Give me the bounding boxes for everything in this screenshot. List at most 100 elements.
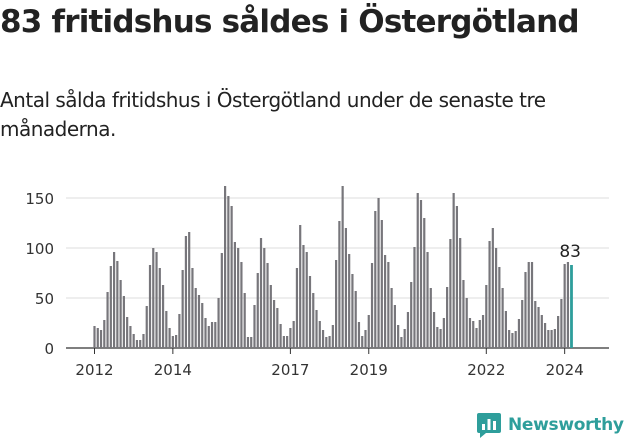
bar (354, 291, 357, 348)
bar (383, 255, 387, 348)
bar (188, 232, 191, 348)
x-axis: 2012 2014 2017 2019 2022 2024 (75, 348, 584, 379)
bar (315, 310, 318, 348)
bar (468, 318, 472, 348)
bar (178, 314, 181, 348)
bar (181, 270, 184, 348)
bar (413, 247, 416, 348)
bar (122, 296, 125, 348)
bar (175, 335, 178, 348)
bar (135, 340, 139, 348)
bar (380, 220, 383, 348)
bar (282, 336, 285, 348)
newsworthy-logo: Newsworthy (476, 409, 624, 441)
bar (335, 260, 338, 348)
bar (93, 326, 96, 348)
bar (370, 263, 374, 348)
bar (246, 337, 250, 348)
bar (139, 340, 142, 348)
bar (220, 253, 223, 348)
bars (93, 186, 573, 348)
bar (374, 211, 377, 348)
bar (96, 328, 99, 348)
bar (459, 238, 462, 348)
bar (295, 268, 299, 348)
bar (436, 327, 439, 348)
bar (325, 337, 328, 348)
bar (485, 285, 488, 348)
bar (243, 293, 246, 348)
bar (530, 262, 534, 348)
bar (455, 206, 459, 348)
bar (201, 303, 204, 348)
bar (498, 267, 501, 348)
bar (446, 287, 449, 348)
bar (504, 311, 507, 348)
bar (145, 306, 148, 348)
bar (341, 186, 344, 348)
bar (452, 193, 455, 348)
bar (462, 280, 465, 348)
bar-highlighted (570, 265, 573, 348)
bar (472, 321, 475, 348)
bar (449, 239, 452, 348)
bar (116, 261, 119, 348)
bar (377, 198, 380, 348)
bar (397, 325, 400, 348)
bar (148, 265, 152, 348)
bar (302, 245, 305, 348)
bar (109, 266, 112, 348)
bar (259, 238, 263, 348)
bar (494, 248, 498, 348)
bar (534, 301, 537, 348)
bar (184, 236, 188, 348)
x-tick-label: 2014 (154, 361, 192, 379)
bar (214, 322, 217, 348)
bar (99, 330, 103, 348)
bar (230, 206, 233, 348)
bar (279, 324, 282, 348)
bar (161, 285, 165, 348)
x-tick-label: 2017 (271, 361, 309, 379)
bar (403, 329, 406, 348)
bar (351, 274, 354, 348)
bar (240, 262, 243, 348)
bar (563, 264, 566, 348)
bar (286, 336, 289, 348)
bar (276, 308, 279, 348)
bar (406, 312, 410, 348)
bar (194, 288, 197, 348)
bar (331, 325, 334, 348)
bar (165, 311, 168, 348)
bar (207, 326, 210, 348)
newsworthy-logo-icon (477, 413, 501, 438)
bar (321, 330, 325, 348)
bar (432, 312, 436, 348)
bar (419, 200, 423, 348)
bar (439, 329, 442, 348)
bar (106, 292, 109, 348)
bar (367, 315, 370, 348)
bar (501, 288, 504, 348)
bar (514, 331, 517, 348)
bar (103, 320, 106, 348)
bar (197, 295, 201, 348)
bar (152, 248, 155, 348)
bar (237, 248, 240, 348)
bar (410, 282, 413, 348)
bar (442, 318, 445, 348)
y-tick-label: 0 (44, 340, 54, 358)
y-axis-tick-labels: 0 50 100 150 (25, 190, 54, 358)
bar (429, 288, 432, 348)
bar (168, 328, 171, 348)
bar (328, 336, 331, 348)
bar (142, 334, 145, 348)
bar (488, 241, 491, 348)
bar (553, 329, 556, 348)
bar (478, 320, 481, 348)
bar (348, 254, 351, 348)
bar (217, 298, 220, 348)
bar (171, 336, 174, 348)
bar (253, 305, 256, 348)
data-labels: 83 (559, 242, 581, 262)
